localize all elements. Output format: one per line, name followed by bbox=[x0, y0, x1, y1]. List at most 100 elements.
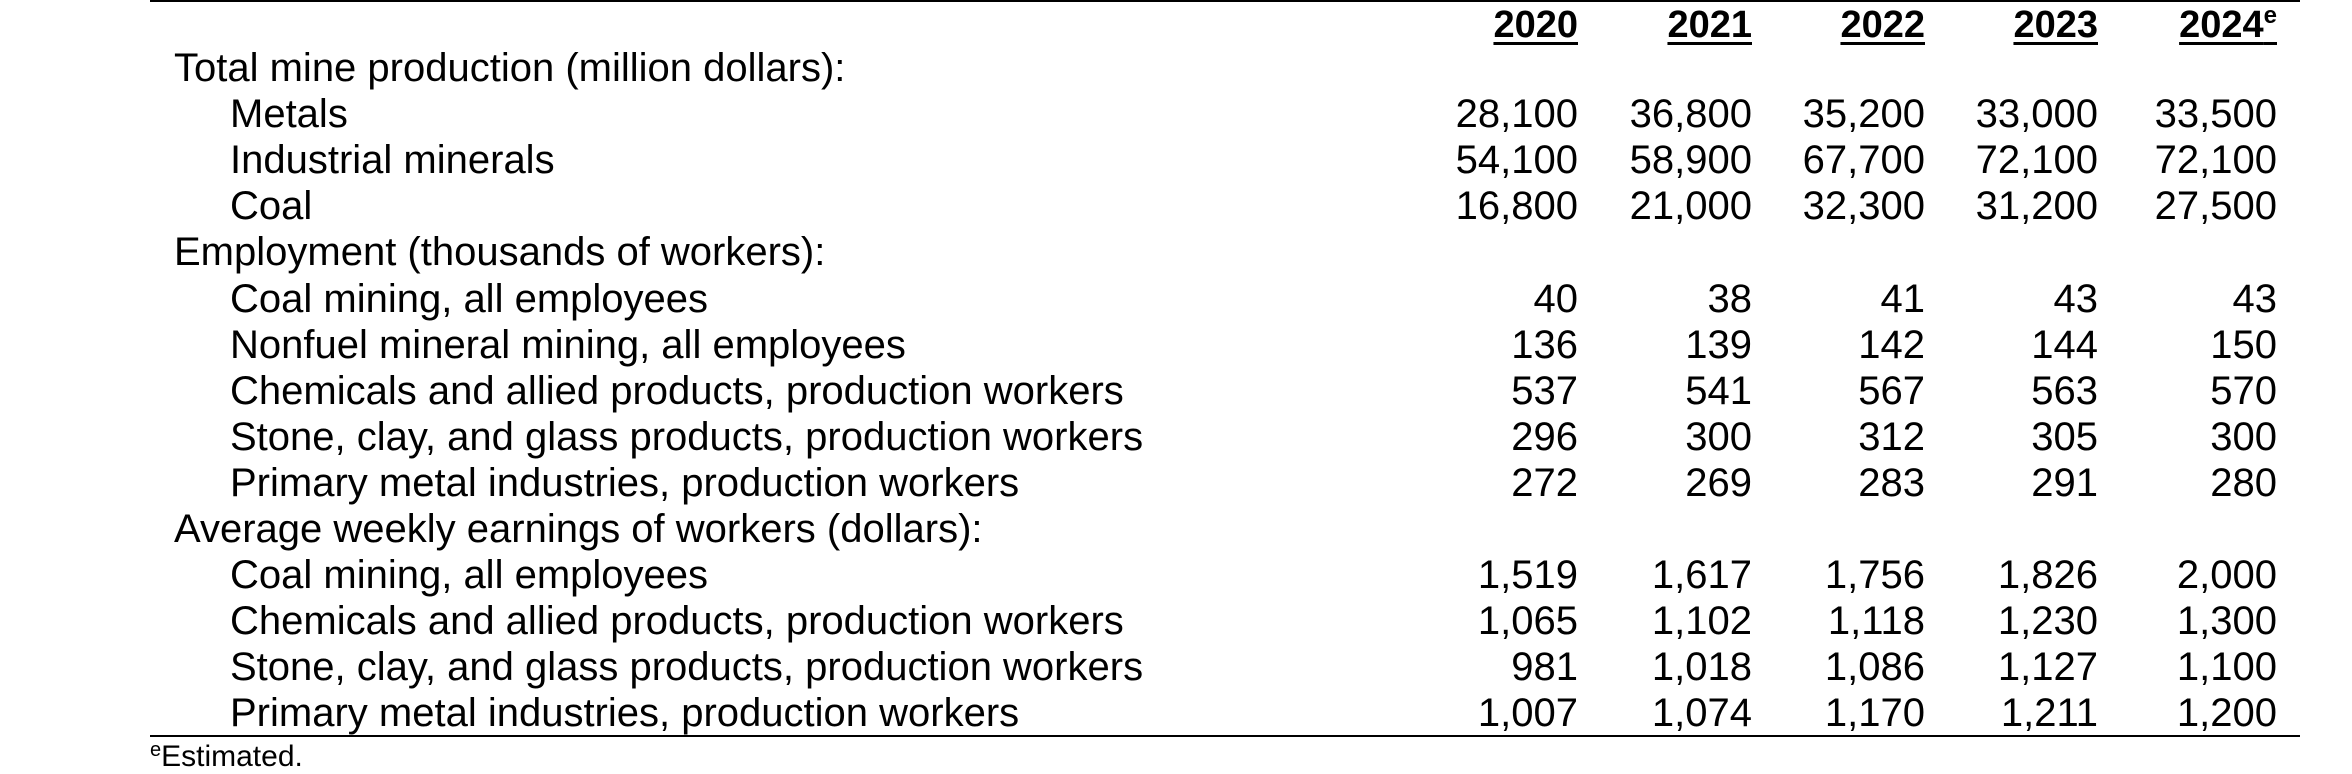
cell-2023: 1,826 bbox=[1997, 553, 2098, 597]
cell-2021: 541 bbox=[1685, 369, 1752, 413]
cell-2022: 567 bbox=[1858, 369, 1925, 413]
cell-2020: 981 bbox=[1511, 645, 1578, 689]
table-row: Chemicals and allied products, productio… bbox=[0, 368, 2352, 414]
cell-2020: 272 bbox=[1511, 461, 1578, 505]
cell-2023: 31,200 bbox=[1975, 184, 2098, 228]
row-label: Stone, clay, and glass products, product… bbox=[230, 415, 1144, 459]
cell-2024: 1,300 bbox=[2176, 599, 2277, 643]
cell-2021: 58,900 bbox=[1629, 138, 1752, 182]
cell-2024: 280 bbox=[2210, 461, 2277, 505]
bottom-rule bbox=[150, 735, 2300, 737]
cell-2022: 41 bbox=[1880, 277, 1926, 321]
cell-2024: 2,000 bbox=[2176, 553, 2277, 597]
cell-2021: 36,800 bbox=[1629, 92, 1752, 136]
cell-2023: 33,000 bbox=[1975, 92, 2098, 136]
cell-2023: 563 bbox=[2031, 369, 2098, 413]
cell-2024: 1,100 bbox=[2176, 645, 2277, 689]
cell-2024: 72,100 bbox=[2154, 138, 2277, 182]
section-label: Average weekly earnings of workers (doll… bbox=[174, 507, 983, 551]
cell-2020: 537 bbox=[1511, 369, 1578, 413]
cell-2024: 150 bbox=[2210, 323, 2277, 367]
cell-2021: 269 bbox=[1685, 461, 1752, 505]
row-label: Coal mining, all employees bbox=[230, 277, 709, 321]
cell-2024: 27,500 bbox=[2154, 184, 2277, 228]
column-header-label: 2024e bbox=[2179, 2, 2277, 47]
cell-2021: 300 bbox=[1685, 415, 1752, 459]
cell-2024: 1,200 bbox=[2176, 691, 2277, 735]
cell-2021: 139 bbox=[1685, 323, 1752, 367]
cell-2024: 300 bbox=[2210, 415, 2277, 459]
column-header-2: 2021 bbox=[1592, 2, 1752, 48]
cell-2022: 1,118 bbox=[1827, 599, 1925, 643]
row-label: Chemicals and allied products, productio… bbox=[230, 369, 1124, 413]
footnote-text: Estimated. bbox=[161, 740, 303, 773]
cell-2021: 1,617 bbox=[1651, 553, 1752, 597]
row-label: Metals bbox=[230, 92, 348, 136]
column-header-label: 2023 bbox=[2013, 4, 2098, 46]
table-row: Industrial minerals 54,100 58,900 67,700 72,… bbox=[0, 137, 2352, 183]
section-heading-row: Average weekly earnings of workers (doll… bbox=[0, 506, 2352, 552]
row-label: Coal mining, all employees bbox=[230, 553, 709, 597]
cell-2022: 142 bbox=[1858, 323, 1925, 367]
cell-2024: 570 bbox=[2210, 369, 2277, 413]
cell-2020: 1,065 bbox=[1477, 599, 1578, 643]
cell-2022: 312 bbox=[1858, 415, 1925, 459]
section-label: Employment (thousands of workers): bbox=[174, 230, 826, 274]
cell-2023: 291 bbox=[2031, 461, 2098, 505]
cell-2022: 35,200 bbox=[1802, 92, 1925, 136]
cell-2022: 1,756 bbox=[1824, 553, 1925, 597]
cell-2022: 67,700 bbox=[1802, 138, 1925, 182]
section-label: Total mine production (million dollars): bbox=[174, 46, 846, 90]
cell-2021: 1,074 bbox=[1651, 691, 1752, 735]
cell-2024: 43 bbox=[2232, 277, 2278, 321]
cell-2024: 33,500 bbox=[2154, 92, 2277, 136]
table-row: Nonfuel mineral mining, all employees 136… bbox=[0, 322, 2352, 368]
row-label: Industrial minerals bbox=[230, 138, 555, 182]
cell-2023: 1,211 bbox=[2000, 691, 2098, 735]
cell-2022: 283 bbox=[1858, 461, 1925, 505]
table-row: Primary metal industries, production wor… bbox=[0, 690, 2352, 736]
footnote: eEstimated. bbox=[150, 740, 303, 774]
row-label: Coal bbox=[230, 184, 313, 228]
cell-2022: 1,086 bbox=[1824, 645, 1925, 689]
row-label: Chemicals and allied products, productio… bbox=[230, 599, 1124, 643]
cell-2021: 21,000 bbox=[1629, 184, 1752, 228]
cell-2020: 1,007 bbox=[1477, 691, 1578, 735]
table-row: Stone, clay, and glass products, product… bbox=[0, 644, 2352, 690]
column-header-5: 2024e bbox=[2117, 2, 2277, 48]
column-header-label: 2022 bbox=[1840, 4, 1925, 46]
cell-2023: 144 bbox=[2031, 323, 2098, 367]
table-row: Coal mining, all employees 40 38 41 43 43 bbox=[0, 276, 2352, 322]
cell-2021: 1,102 bbox=[1651, 599, 1752, 643]
cell-2020: 40 bbox=[1533, 277, 1579, 321]
column-header-superscript: e bbox=[2263, 2, 2277, 29]
row-label: Nonfuel mineral mining, all employees bbox=[230, 323, 906, 367]
table-row: Coal 16,800 21,000 32,300 31,200 27,500 bbox=[0, 183, 2352, 229]
column-header-3: 2022 bbox=[1765, 2, 1925, 48]
cell-2023: 305 bbox=[2031, 415, 2098, 459]
table-row: Chemicals and allied products, productio… bbox=[0, 598, 2352, 644]
column-header-1: 2020 bbox=[1418, 2, 1578, 48]
table-row: Primary metal industries, production wor… bbox=[0, 460, 2352, 506]
section-heading-row: Total mine production (million dollars): bbox=[0, 45, 2352, 91]
cell-2023: 43 bbox=[2053, 277, 2099, 321]
top-rule bbox=[150, 0, 2300, 2]
cell-2020: 136 bbox=[1511, 323, 1578, 367]
cell-2020: 16,800 bbox=[1455, 184, 1578, 228]
column-header-4: 2023 bbox=[1938, 2, 2098, 48]
cell-2023: 72,100 bbox=[1975, 138, 2098, 182]
table-row: Stone, clay, and glass products, product… bbox=[0, 414, 2352, 460]
cell-2021: 38 bbox=[1707, 277, 1753, 321]
cell-2020: 28,100 bbox=[1455, 92, 1578, 136]
cell-2022: 32,300 bbox=[1802, 184, 1925, 228]
cell-2021: 1,018 bbox=[1651, 645, 1752, 689]
footnote-marker: e bbox=[150, 739, 162, 761]
cell-2023: 1,230 bbox=[1997, 599, 2098, 643]
column-header-label: 2021 bbox=[1667, 4, 1752, 46]
cell-2020: 1,519 bbox=[1477, 553, 1578, 597]
column-header-label: 2020 bbox=[1493, 4, 1578, 46]
section-heading-row: Employment (thousands of workers): bbox=[0, 229, 2352, 275]
cell-2023: 1,127 bbox=[1997, 645, 2098, 689]
table-row: Coal mining, all employees 1,519 1,617 1,75… bbox=[0, 552, 2352, 598]
cell-2020: 54,100 bbox=[1455, 138, 1578, 182]
